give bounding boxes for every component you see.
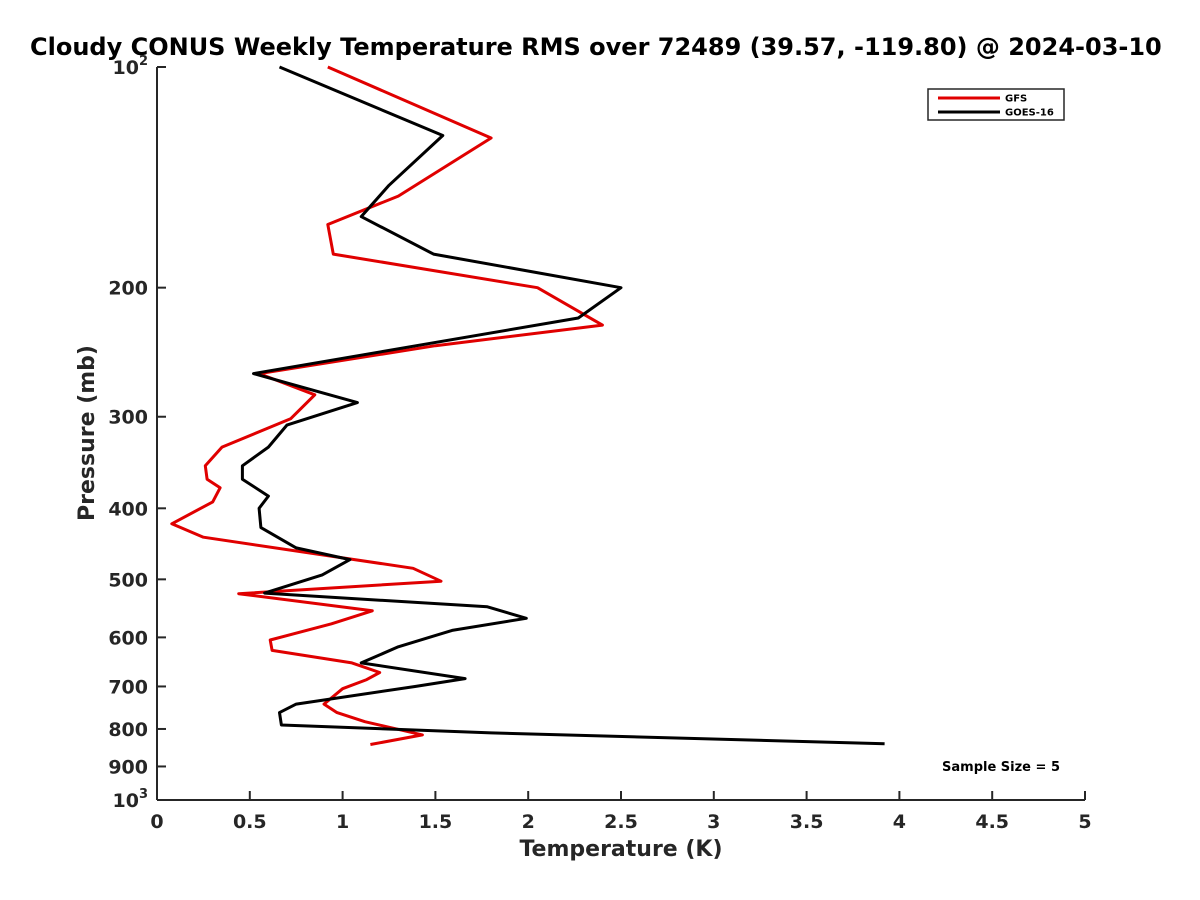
x-tick-label: 3 xyxy=(707,811,720,833)
y-tick-label: 900 xyxy=(108,756,148,778)
series-lines xyxy=(170,65,885,746)
x-tick-label: 2 xyxy=(522,811,535,833)
y-tick-label: 103 xyxy=(113,787,149,812)
x-tick-label: 3.5 xyxy=(790,811,824,833)
y-tick-label: 800 xyxy=(108,719,148,741)
x-tick-label: 2.5 xyxy=(604,811,638,833)
y-axis-label: Pressure (mb) xyxy=(75,345,100,521)
x-tick-label: 1 xyxy=(336,811,349,833)
y-tick-exponent: 3 xyxy=(139,787,148,802)
x-axis-label: Temperature (K) xyxy=(519,837,722,862)
x-tick-label: 0 xyxy=(150,811,163,833)
legend-items: GFS GOES-16 xyxy=(938,94,1054,119)
legend-label: GOES-16 xyxy=(1005,108,1054,119)
series-line-gfs xyxy=(170,65,604,746)
y-tick-label: 500 xyxy=(108,569,148,591)
y-tick-base: 10 xyxy=(113,57,139,79)
x-ticks: 0 0.5 1 1.5 2 2.5 3 3.5 4 4.5 5 xyxy=(150,791,1092,833)
x-tick-label: 0.5 xyxy=(233,811,267,833)
x-tick-label: 4 xyxy=(893,811,906,833)
legend-label: GFS xyxy=(1005,94,1027,105)
y-tick-label: 300 xyxy=(108,407,148,429)
y-tick-label: 102 xyxy=(113,54,149,79)
x-tick-label: 5 xyxy=(1078,811,1091,833)
y-tick-label: 600 xyxy=(108,627,148,649)
x-tick-label: 1.5 xyxy=(419,811,453,833)
axes xyxy=(156,67,1085,801)
y-tick-label: 400 xyxy=(108,498,148,520)
y-tick-base: 10 xyxy=(113,790,139,812)
legend-box xyxy=(927,88,1065,121)
y-tick-exponent: 2 xyxy=(139,54,148,69)
x-tick-label: 4.5 xyxy=(975,811,1009,833)
y-tick-label: 200 xyxy=(108,278,148,300)
legend: GFS GOES-16 xyxy=(927,88,1065,121)
sample-size-annotation: Sample Size = 5 xyxy=(942,760,1060,775)
chart-title: Cloudy CONUS Weekly Temperature RMS over… xyxy=(30,33,1162,61)
series-line-goes-16 xyxy=(240,65,885,746)
y-tick-label: 700 xyxy=(108,676,148,698)
